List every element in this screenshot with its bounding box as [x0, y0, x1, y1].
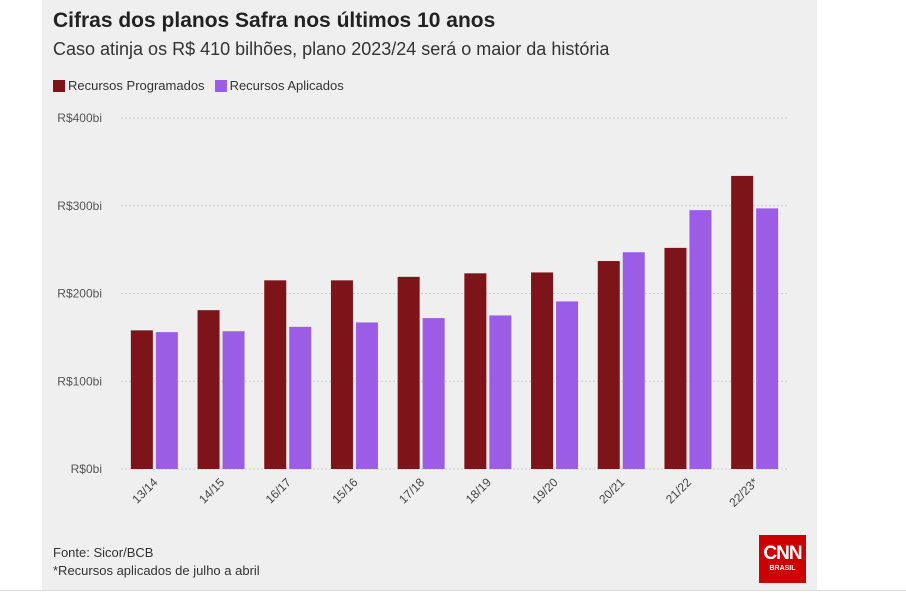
- y-tick-label: R$200bi: [57, 287, 102, 301]
- bar-programados: [664, 247, 687, 469]
- x-tick-label: 22/23*: [726, 475, 761, 510]
- bar-programados: [197, 310, 220, 469]
- bar-aplicados: [489, 315, 512, 469]
- bar-aplicados: [355, 322, 378, 469]
- chart-footer: Fonte: Sicor/BCB *Recursos aplicados de …: [53, 544, 260, 580]
- bar-aplicados: [222, 331, 245, 469]
- bar-programados: [397, 276, 420, 469]
- chart-legend: Recursos Programados Recursos Aplicados: [53, 78, 354, 93]
- x-tick-label: 16/17: [263, 475, 294, 506]
- bar-programados: [130, 330, 153, 469]
- legend-item-aplicados: Recursos Aplicados: [214, 78, 344, 93]
- bar-aplicados: [155, 332, 178, 469]
- bar-aplicados: [556, 301, 579, 469]
- bar-programados: [597, 261, 620, 469]
- bar-programados: [464, 273, 487, 469]
- x-tick-label: 19/20: [530, 475, 561, 506]
- bar-aplicados: [756, 208, 779, 469]
- legend-swatch-programados: [53, 79, 65, 92]
- x-tick-label: 17/18: [396, 475, 427, 506]
- legend-swatch-aplicados: [214, 79, 227, 92]
- legend-label-aplicados: Recursos Aplicados: [229, 78, 344, 93]
- bar-aplicados: [422, 318, 445, 469]
- x-tick-label: 14/15: [196, 475, 227, 506]
- x-tick-label: 15/16: [329, 475, 360, 506]
- page-divider: [0, 590, 906, 591]
- y-tick-label: R$300bi: [57, 199, 102, 213]
- bar-aplicados: [689, 210, 712, 469]
- legend-item-programados: Recursos Programados: [53, 78, 205, 93]
- cnn-brasil-logo: CNN BRASIL: [759, 535, 806, 583]
- bar-programados: [531, 272, 554, 469]
- y-tick-label: R$100bi: [57, 374, 102, 388]
- bar-programados: [264, 280, 287, 469]
- chart-subtitle: Caso atinja os R$ 410 bilhões, plano 202…: [53, 39, 610, 59]
- source-note: Fonte: Sicor/BCB: [53, 545, 154, 560]
- logo-sub-text: BRASIL: [769, 565, 796, 572]
- chart-card: [42, 0, 817, 590]
- footnote: *Recursos aplicados de julho a abril: [53, 563, 260, 578]
- chart-title: Cifras dos planos Safra nos últimos 10 a…: [53, 9, 496, 32]
- y-tick-label: R$0bi: [71, 462, 102, 476]
- logo-main-text: CNN: [763, 543, 802, 564]
- legend-label-programados: Recursos Programados: [68, 78, 205, 93]
- x-tick-label: 18/19: [463, 475, 494, 506]
- y-tick-label: R$400bi: [57, 111, 102, 125]
- bar-programados: [330, 280, 353, 469]
- bar-aplicados: [622, 252, 645, 469]
- bar-aplicados: [289, 326, 312, 469]
- x-tick-label: 21/22: [663, 475, 694, 506]
- bar-programados: [731, 175, 754, 470]
- x-tick-label: 20/21: [596, 475, 627, 506]
- x-tick-label: 13/14: [129, 475, 160, 506]
